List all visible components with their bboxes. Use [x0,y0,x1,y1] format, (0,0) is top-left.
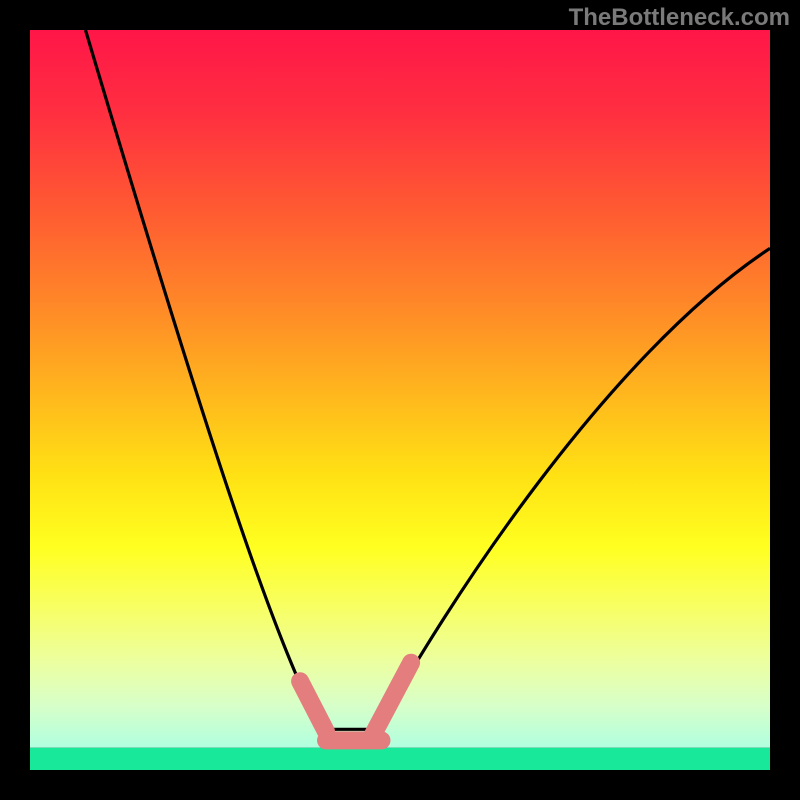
watermark-text: TheBottleneck.com [569,4,790,32]
bottleneck-chart [30,30,770,770]
bottom-band [30,748,770,770]
chart-frame: TheBottleneck.com [0,0,800,800]
gradient-background [30,30,770,748]
